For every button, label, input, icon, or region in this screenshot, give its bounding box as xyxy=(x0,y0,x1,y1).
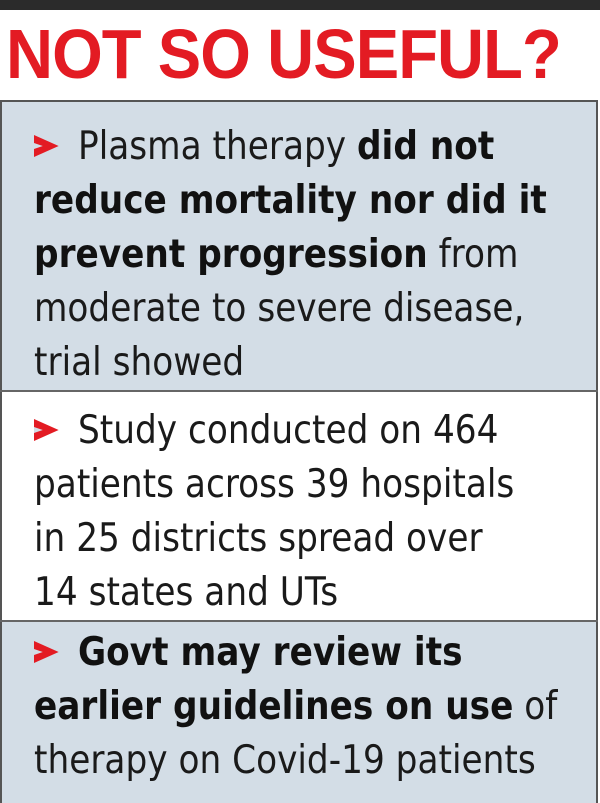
bullet-item-3: Govt may review its earlier guidelines o… xyxy=(34,626,557,788)
bullet-1-line-2-bold: reduce mortality nor did it xyxy=(34,178,547,223)
bullet-3-line-2-regular: of xyxy=(513,684,558,729)
bullet-2-line-3: in 25 districts spread over xyxy=(34,516,483,561)
bullet-1-line-3-bold: prevent progression xyxy=(34,232,428,277)
bullet-3-line-3: therapy on Covid-19 patients xyxy=(34,738,536,783)
bullet-panel-1 xyxy=(0,100,598,390)
bullet-2-line-4: 14 states and UTs xyxy=(34,570,339,615)
headline: NOT SO USEFUL? xyxy=(6,15,562,93)
bullet-item-2: Study conducted on 464 patients across 3… xyxy=(34,404,527,620)
red-arrowhead-icon xyxy=(34,135,59,157)
bullet-2-line-2: patients across 39 hospitals xyxy=(34,462,515,507)
bullet-panel-2 xyxy=(0,392,598,620)
top-rule xyxy=(0,0,600,10)
red-arrowhead-icon xyxy=(34,419,59,441)
bullet-1-line-3-regular: from xyxy=(427,232,519,277)
panel-divider xyxy=(0,390,598,392)
bullet-panel-3 xyxy=(0,622,598,803)
bullet-3-line-2-bold: earlier guidelines on use xyxy=(34,684,514,729)
bullet-1-line-4: moderate to severe disease, xyxy=(34,286,525,331)
bullet-2-line-1: Study conducted on 464 xyxy=(78,408,499,453)
bullet-1-line-1-bold: did not xyxy=(356,124,495,169)
red-arrowhead-icon xyxy=(34,641,59,663)
bullet-3-line-1-bold: Govt may review its xyxy=(78,630,463,675)
bullet-1-line-1-regular: Plasma therapy xyxy=(78,124,357,169)
bullet-item-1: Plasma therapy did not reduce mortality … xyxy=(34,120,547,390)
bullet-1-line-5: trial showed xyxy=(34,340,245,385)
panel-divider xyxy=(0,620,598,622)
